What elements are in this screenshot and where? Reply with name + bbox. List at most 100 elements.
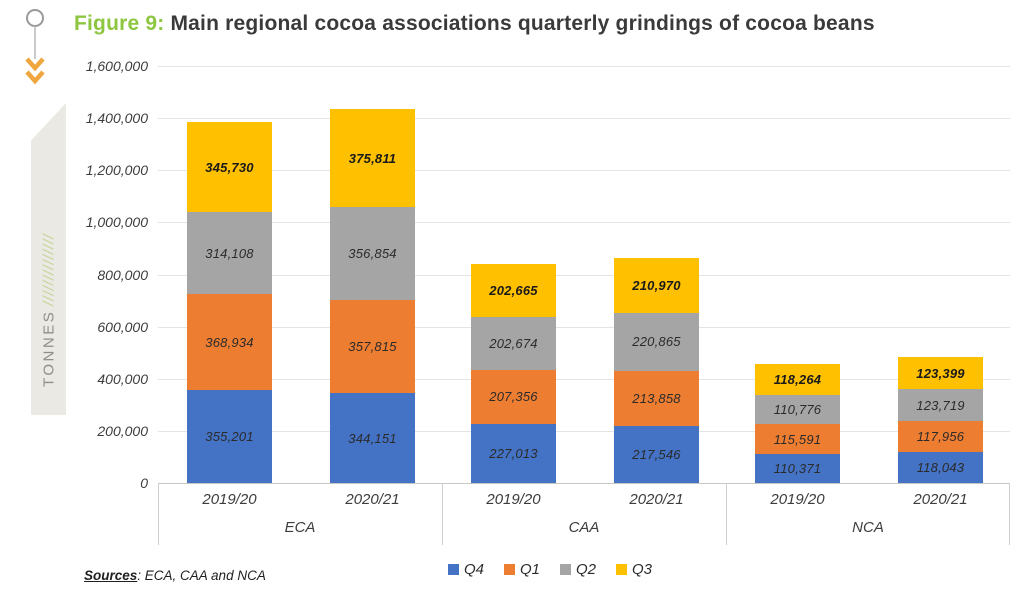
chevron-down-icon — [25, 57, 45, 72]
bar-segment-q4: 344,151 — [330, 393, 415, 483]
gridline — [158, 274, 1010, 276]
y-tick-label: 600,000 — [97, 318, 148, 335]
x-tick-label: 2020/21 — [345, 491, 400, 508]
legend-item-q3: Q3 — [616, 561, 652, 578]
legend-item-q2: Q2 — [560, 561, 596, 578]
x-axis-divider — [1009, 483, 1010, 545]
sources-text: : ECA, CAA and NCA — [137, 568, 266, 583]
bar-value-label: 227,013 — [489, 445, 538, 461]
legend-swatch-icon — [560, 564, 571, 575]
bar-value-label: 344,151 — [348, 430, 397, 446]
bar-value-label: 118,043 — [916, 460, 965, 476]
bar-value-label: 110,776 — [773, 402, 822, 418]
legend-swatch-icon — [616, 564, 628, 575]
bar-segment-q2: 110,776 — [755, 395, 840, 425]
x-axis: 2019/20 2020/21 ECA 2019/20 2020/21 CAA 2019/2… — [158, 483, 1010, 545]
x-group-label: ECA — [284, 519, 316, 536]
gridline — [158, 170, 1010, 172]
figure-marker-icon — [25, 9, 45, 85]
y-tick-label: 1,600,000 — [85, 58, 148, 74]
bar-segment-q4: 110,371 — [755, 454, 840, 483]
figure-marker — [20, 5, 50, 95]
bar-value-label: 210,970 — [632, 278, 681, 293]
legend-label: Q3 — [632, 561, 653, 578]
bar-segment-q3: 123,399 — [898, 357, 983, 390]
bar-value-label: 115,591 — [773, 431, 822, 447]
bar-segment-q1: 117,956 — [898, 421, 983, 453]
sources-label: Sources — [84, 568, 138, 583]
legend-item-q4: Q4 — [447, 561, 484, 578]
bar-segment-q1: 357,815 — [330, 300, 415, 394]
bar-segment-q4: 227,013 — [471, 423, 556, 483]
legend-label: Q1 — [519, 561, 540, 578]
bar-value-label: 123,719 — [916, 397, 965, 413]
bar-value-label: 355,201 — [205, 429, 254, 445]
legend-swatch-icon — [503, 564, 515, 575]
bar-value-label: 357,815 — [348, 339, 397, 355]
y-tick-label: 0 — [140, 475, 148, 491]
bar-segment-q1: 213,858 — [614, 370, 699, 427]
gridline — [158, 118, 1010, 120]
bar-segment-q2: 314,108 — [187, 212, 272, 295]
bar-value-label: 375,811 — [348, 150, 397, 166]
figure-label: Figure 9: — [74, 12, 165, 35]
bar-segment-q1: 207,356 — [471, 369, 556, 424]
bar-segment-q3: 375,811 — [330, 109, 415, 208]
x-axis-baseline — [158, 483, 1010, 484]
bar-segment-q4: 118,043 — [898, 452, 983, 483]
x-tick-label: 2020/21 — [629, 491, 684, 508]
bar-segment-q1: 115,591 — [755, 424, 840, 455]
y-tick-label: 1,200,000 — [85, 162, 148, 179]
bar-value-label: 368,934 — [205, 334, 254, 350]
y-tick-label: 400,000 — [97, 370, 148, 387]
bar-segment-q1: 368,934 — [187, 294, 272, 391]
x-axis-divider — [442, 483, 443, 545]
bar-segment-q3: 210,970 — [614, 258, 699, 313]
page-title: Figure 9: Main regional cocoa association… — [74, 11, 1004, 37]
plot-area: 355,201 368,934 314,108 345,730 344,151 357,8… — [158, 66, 1010, 484]
bar-value-label: 356,854 — [348, 246, 397, 262]
x-group-label: NCA — [852, 519, 884, 536]
bar-value-label: 217,546 — [632, 447, 681, 463]
bar-segment-q2: 123,719 — [898, 389, 983, 422]
bar-value-label: 202,674 — [489, 335, 538, 351]
bar-value-label: 118,264 — [773, 372, 822, 388]
bar-segment-q2: 356,854 — [330, 207, 415, 301]
chevron-down-icon — [25, 70, 45, 85]
x-tick-label: 2019/20 — [202, 491, 257, 508]
bar-value-label: 202,665 — [489, 283, 538, 299]
bar-segment-q2: 202,674 — [471, 316, 556, 370]
y-tick-label: 200,000 — [97, 422, 148, 439]
bar-segment-q2: 220,865 — [614, 313, 699, 371]
sources-note: Sources: ECA, CAA and NCA — [84, 568, 266, 583]
bar-segment-q3: 118,264 — [755, 364, 840, 396]
gridline — [158, 66, 1010, 67]
gridline — [158, 326, 1010, 328]
x-group-label: CAA — [568, 519, 600, 536]
bar-segment-q3: 345,730 — [187, 122, 272, 213]
bar-segment-q4: 217,546 — [614, 426, 699, 483]
y-tick-label: 1,000,000 — [85, 214, 148, 231]
gridline — [158, 430, 1010, 432]
circle-icon — [26, 9, 44, 27]
gridline — [158, 222, 1010, 224]
legend: Q4 Q1 Q2 Q3 — [320, 561, 780, 578]
bar-value-label: 213,858 — [632, 390, 681, 406]
x-axis-divider — [158, 483, 159, 545]
legend-item-q1: Q1 — [503, 561, 540, 578]
gridline — [158, 378, 1010, 380]
x-axis-divider — [726, 483, 727, 545]
x-tick-label: 2019/20 — [770, 491, 825, 508]
y-axis-unit-ribbon: TONNES////////////// — [31, 103, 66, 415]
legend-label: Q2 — [576, 561, 597, 578]
y-tick-label: 1,400,000 — [85, 110, 148, 127]
bar-value-label: 314,108 — [205, 245, 254, 261]
bar-value-label: 117,956 — [916, 429, 965, 445]
legend-label: Q4 — [463, 561, 484, 578]
legend-swatch-icon — [447, 564, 459, 575]
y-axis-tick-labels: 0 200,000 400,000 600,000 800,000 1,000,000 1,… — [40, 58, 148, 491]
figure-title-text: Main regional cocoa associations quarter… — [170, 12, 875, 35]
y-tick-label: 800,000 — [97, 266, 148, 283]
x-tick-label: 2019/20 — [486, 491, 541, 508]
bar-value-label: 207,356 — [489, 389, 538, 405]
